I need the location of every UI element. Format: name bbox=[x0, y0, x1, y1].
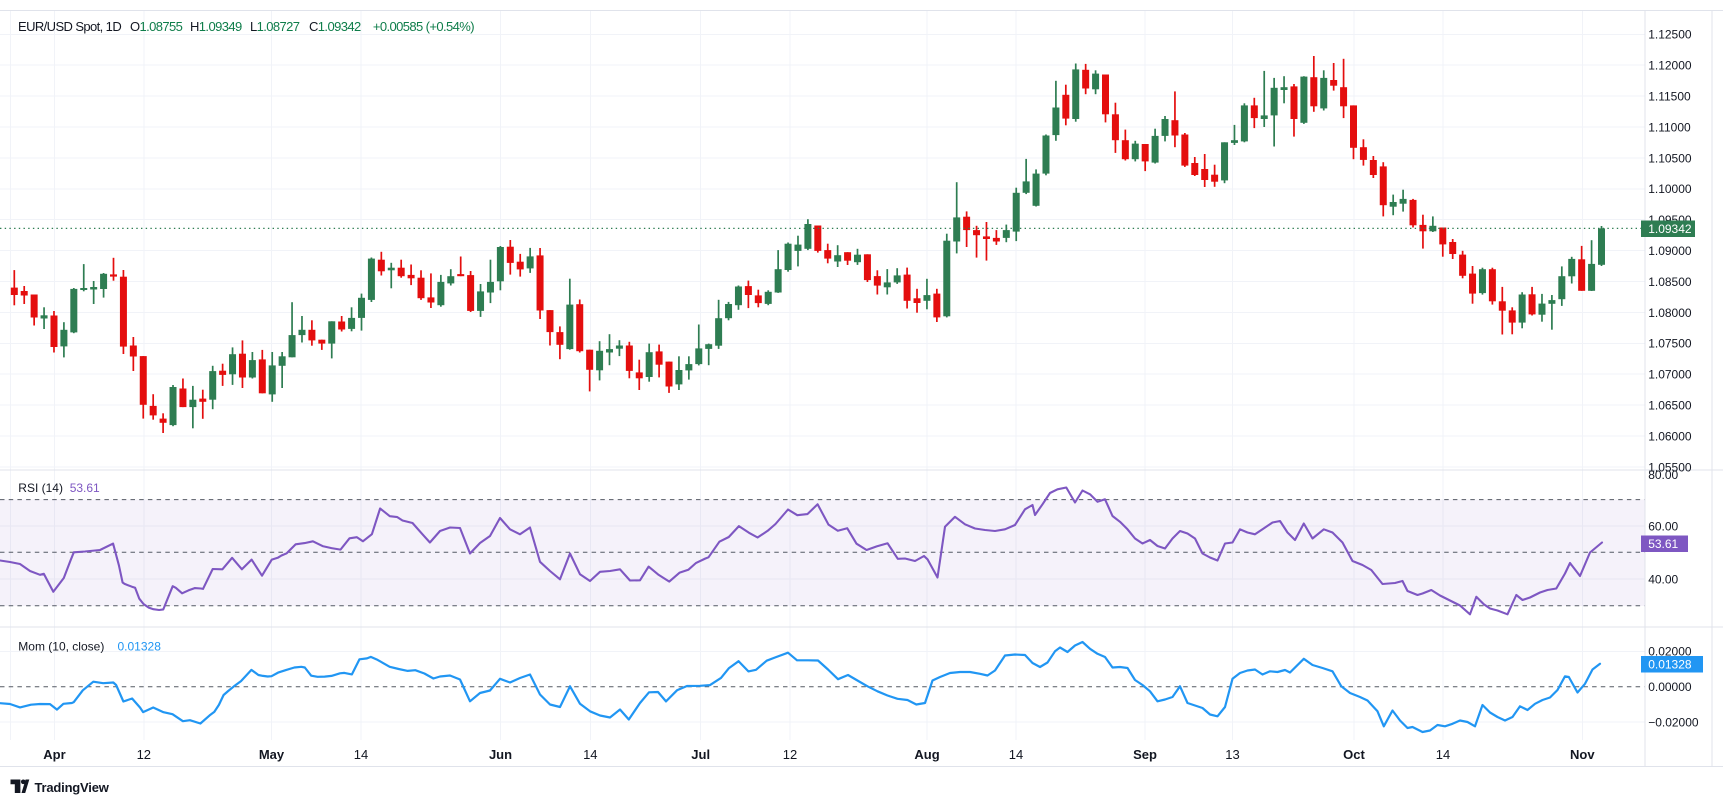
svg-text:0.01328: 0.01328 bbox=[1648, 658, 1692, 672]
svg-text:14: 14 bbox=[1009, 747, 1023, 762]
svg-text:1.09342: 1.09342 bbox=[1648, 222, 1692, 236]
svg-text:40.00: 40.00 bbox=[1648, 573, 1678, 587]
svg-text:+0.00585 (+0.54%): +0.00585 (+0.54%) bbox=[373, 19, 474, 34]
svg-text:80.00: 80.00 bbox=[1648, 468, 1678, 482]
svg-text:Jun: Jun bbox=[489, 747, 512, 762]
svg-text:1.09000: 1.09000 bbox=[1648, 244, 1692, 258]
svg-text:1.06000: 1.06000 bbox=[1648, 429, 1692, 443]
svg-text:Nov: Nov bbox=[1570, 747, 1595, 762]
svg-text:14: 14 bbox=[1436, 747, 1450, 762]
svg-text:Apr: Apr bbox=[43, 747, 65, 762]
svg-text:L1.08727: L1.08727 bbox=[250, 19, 300, 34]
svg-text:C1.09342: C1.09342 bbox=[309, 19, 361, 34]
svg-text:1.12000: 1.12000 bbox=[1648, 59, 1692, 73]
svg-text:Aug: Aug bbox=[914, 747, 939, 762]
svg-text:0.01328: 0.01328 bbox=[118, 640, 162, 654]
svg-text:Mom (10, close): Mom (10, close) bbox=[18, 640, 104, 654]
svg-text:1.12500: 1.12500 bbox=[1648, 28, 1692, 42]
svg-text:May: May bbox=[259, 747, 285, 762]
svg-text:60.00: 60.00 bbox=[1648, 519, 1678, 533]
svg-text:EUR/USD Spot, 1D: EUR/USD Spot, 1D bbox=[18, 19, 121, 34]
svg-text:14: 14 bbox=[583, 747, 597, 762]
svg-text:0.00000: 0.00000 bbox=[1648, 680, 1692, 694]
svg-text:0.02000: 0.02000 bbox=[1648, 645, 1692, 659]
svg-text:1.07000: 1.07000 bbox=[1648, 368, 1692, 382]
svg-text:Sep: Sep bbox=[1133, 747, 1157, 762]
svg-text:1.07500: 1.07500 bbox=[1648, 337, 1692, 351]
svg-text:1.10500: 1.10500 bbox=[1648, 151, 1692, 165]
svg-text:1.06500: 1.06500 bbox=[1648, 399, 1692, 413]
svg-text:Jul: Jul bbox=[691, 747, 710, 762]
svg-text:12: 12 bbox=[783, 747, 797, 762]
svg-text:53.61: 53.61 bbox=[70, 481, 100, 495]
svg-text:13: 13 bbox=[1225, 747, 1239, 762]
svg-text:O1.08755: O1.08755 bbox=[130, 19, 183, 34]
svg-text:1.08500: 1.08500 bbox=[1648, 275, 1692, 289]
svg-text:1.10000: 1.10000 bbox=[1648, 182, 1692, 196]
svg-text:1.11500: 1.11500 bbox=[1648, 90, 1691, 104]
svg-text:1.05500: 1.05500 bbox=[1648, 460, 1692, 474]
svg-text:53.61: 53.61 bbox=[1648, 537, 1678, 551]
svg-text:1.08000: 1.08000 bbox=[1648, 306, 1692, 320]
svg-text:−0.02000: −0.02000 bbox=[1648, 716, 1699, 730]
svg-text:TradingView: TradingView bbox=[35, 780, 110, 795]
svg-text:1.11000: 1.11000 bbox=[1648, 120, 1691, 134]
svg-text:12: 12 bbox=[137, 747, 151, 762]
svg-text:Oct: Oct bbox=[1343, 747, 1365, 762]
svg-text:H1.09349: H1.09349 bbox=[190, 19, 242, 34]
svg-text:14: 14 bbox=[354, 747, 368, 762]
svg-text:RSI (14): RSI (14) bbox=[18, 481, 63, 495]
